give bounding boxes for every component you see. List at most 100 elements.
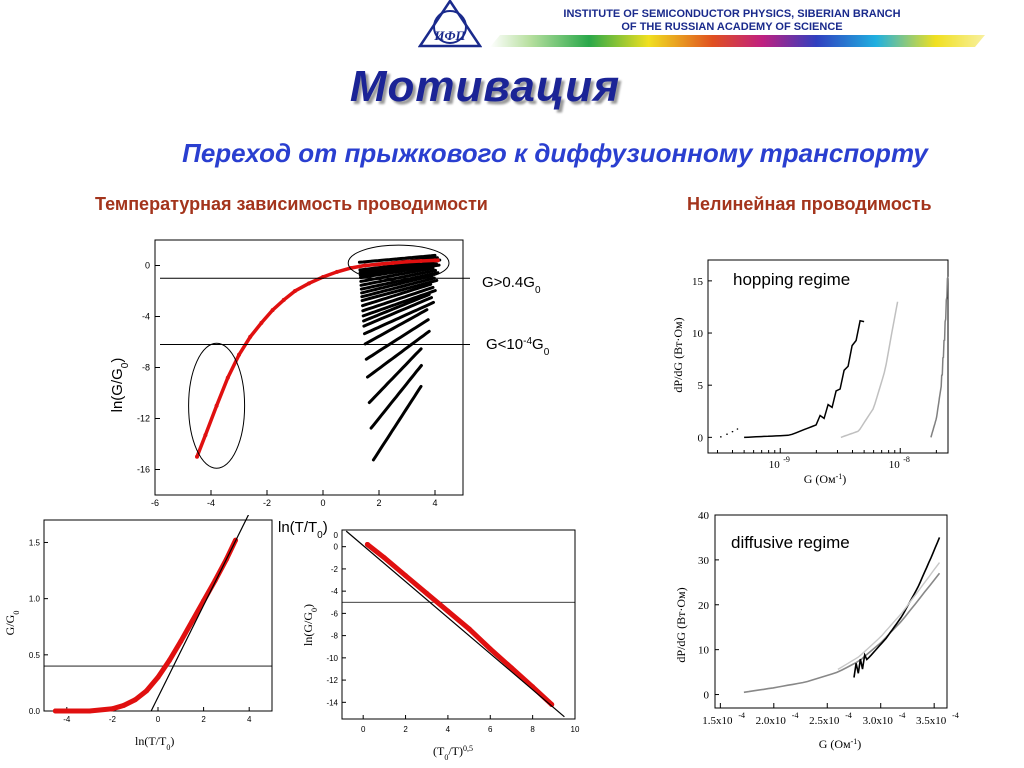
bm-y-tick-label: 0	[334, 543, 339, 552]
main-black-curve	[361, 282, 433, 308]
dif-series-line	[743, 572, 941, 694]
bm-data-point	[549, 702, 555, 708]
dif-y-tick-label: 40	[698, 510, 710, 522]
bm-data-point	[381, 555, 387, 561]
bl-data-point	[132, 697, 138, 703]
dif-x-tick-exponent: -4	[952, 711, 959, 720]
main-y-tick-label: -12	[137, 414, 150, 424]
bm-data-point	[508, 665, 514, 671]
bm-data-point	[466, 626, 472, 632]
main-black-curve	[359, 266, 435, 283]
bm-y-tick-label: -8	[331, 632, 339, 641]
bottom-middle-chart: 0 -2 -4 -6 -8 -10 -12 -14 0 0 2 4 6 8 10 ln(G/G0) (T0/…	[301, 529, 580, 762]
bl-x-tick-label: 2	[201, 715, 206, 724]
main-black-curve	[367, 347, 423, 405]
hop-y-tick-label: 15	[692, 276, 704, 288]
bm-data-point	[445, 608, 451, 614]
left-section-heading: Температурная зависимость проводимости	[95, 194, 488, 214]
main-highlight-ellipse	[347, 244, 450, 282]
bl-x-tick-label: 0	[156, 715, 161, 724]
bm-y-tick-label: -2	[331, 565, 339, 574]
bm-x-tick-label: 4	[446, 725, 451, 734]
main-y-tick-label: -4	[142, 312, 150, 322]
bm-y-tick-label: -14	[326, 698, 338, 707]
bl-data-point	[155, 674, 161, 680]
main-red-point	[195, 454, 199, 459]
main-y-tick-label: -16	[137, 465, 150, 475]
main-red-point	[270, 308, 275, 313]
bm-y-tick-label: -4	[331, 587, 339, 596]
dif-x-tick-exponent: -4	[899, 711, 906, 720]
bl-data-point	[189, 618, 195, 624]
bm-x-tick-label: 2	[403, 725, 408, 734]
bl-data-point	[144, 688, 150, 694]
bl-x-tick-label: -4	[63, 715, 71, 724]
main-black-curve	[366, 329, 431, 379]
main-x-tick-label: 2	[376, 498, 381, 508]
bm-data-point	[487, 646, 493, 652]
bm-fit-line	[345, 530, 565, 718]
main-x-tick-label: -6	[151, 498, 159, 508]
dif-x-tick-label: 2.0x10	[756, 715, 787, 727]
dif-x-tick-exponent: -4	[738, 711, 745, 720]
bm-x-axis-label: (T0/T)0,5	[433, 744, 473, 762]
institute-logo: ИФП	[418, 0, 482, 48]
dif-y-tick-label: 30	[698, 555, 710, 567]
hop-x-axis-label: G (Ом-1)	[804, 472, 847, 487]
main-red-point	[433, 258, 437, 263]
bl-y-tick-label: 1.0	[29, 595, 41, 604]
main-black-curve	[357, 253, 437, 264]
bm-data-curve	[364, 542, 555, 707]
main-x-tick-label: -2	[263, 498, 271, 508]
hop-dot-point	[720, 436, 722, 438]
main-x-axis-label: ln(T/T0)	[278, 519, 328, 540]
hop-y-tick-label: 5	[698, 380, 704, 392]
dif-y-axis-label: dP/dG (Вт·Ом)	[674, 587, 688, 662]
slide-title: Мотивация	[349, 62, 621, 111]
main-red-point	[405, 259, 409, 264]
hop-plot-frame	[707, 259, 949, 454]
main-red-point	[248, 334, 253, 339]
dif-x-tick-label: 3.5x10	[916, 715, 947, 727]
bl-data-point	[178, 638, 184, 644]
main-black-curve	[362, 296, 433, 328]
hop-x-tick-label: 10	[769, 459, 781, 471]
main-black-curve	[364, 318, 430, 361]
main-red-point	[203, 433, 208, 438]
logo-text: ИФП	[433, 28, 466, 43]
institute-name-line2: OF THE RUSSIAN ACADEMY OF SCIENCE	[621, 21, 843, 33]
bm-y-axis-label: ln(G/G0)	[301, 604, 319, 646]
bl-y-tick-label: 0.0	[29, 707, 41, 716]
main-y-tick-label: -8	[142, 363, 150, 373]
main-highlight-ellipse	[188, 342, 246, 469]
hop-y-tick-label: 0	[698, 432, 704, 444]
main-black-curve	[359, 263, 441, 280]
rainbow-bar	[490, 35, 985, 47]
bl-data-point	[87, 708, 93, 714]
bm-x-tick-label: 0	[361, 725, 366, 734]
dif-y-tick-label: 20	[698, 600, 710, 612]
dif-x-tick-label: 3.0x10	[863, 715, 894, 727]
bm-x-tick-label: 10	[571, 725, 580, 734]
hop-dot-point	[731, 430, 734, 433]
bm-x-tick-label: 6	[488, 725, 493, 734]
hop-dot-point	[736, 428, 739, 430]
slide-subtitle: Переход от прыжкового к диффузионному тр…	[182, 138, 928, 168]
main-red-point	[214, 403, 219, 408]
hop-x-tick-label: 10	[889, 459, 901, 471]
main-red-point	[237, 352, 241, 357]
bm-x-tick-label: 8	[530, 725, 535, 734]
main-red-point	[225, 375, 230, 380]
annotation-high-g: G>0.4G0	[482, 274, 541, 296]
dif-y-tick-label: 10	[698, 645, 710, 657]
main-red-point	[377, 262, 381, 267]
annotation-low-g: G<10-4G0	[486, 336, 550, 358]
main-black-curve	[358, 262, 438, 277]
bl-fit-line	[150, 515, 250, 712]
main-black-curve	[363, 308, 429, 346]
bl-data-point	[121, 702, 127, 708]
main-black-curve	[362, 293, 431, 323]
bl-plot-frame	[43, 519, 273, 712]
bl-y-tick-label: 0.5	[29, 651, 41, 660]
